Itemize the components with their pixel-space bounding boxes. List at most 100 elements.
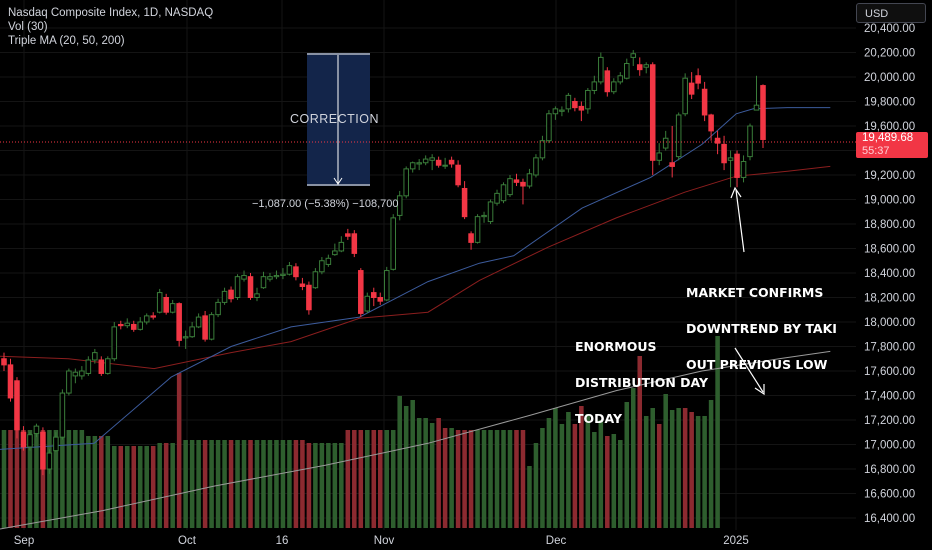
volume-bar: [300, 440, 305, 528]
volume-bar: [390, 430, 396, 528]
y-tick-label: 17,400.00: [864, 391, 915, 403]
volume-bar: [527, 466, 532, 528]
volume-bar: [663, 394, 668, 528]
candle-body: [312, 271, 319, 289]
volume-bar: [306, 443, 312, 528]
volume-bar: [326, 443, 331, 528]
legend-volume[interactable]: Vol (30): [8, 21, 48, 33]
candle-body: [98, 359, 105, 374]
volume-bar: [592, 432, 597, 528]
candle-body: [215, 301, 221, 316]
volume-bar: [183, 440, 188, 528]
candle-body: [688, 82, 695, 95]
volume-bar: [319, 443, 325, 528]
correction-label: CORRECTION: [290, 112, 380, 126]
candle-body: [481, 214, 487, 218]
candle-body: [636, 64, 643, 71]
candle-body: [124, 322, 131, 327]
volume-bar: [345, 430, 351, 528]
candle-body: [85, 359, 92, 374]
market-confirms-arrow-head: [730, 186, 742, 199]
candle-body: [675, 114, 682, 158]
y-tick-label: 18,800.00: [864, 219, 915, 231]
candle-body: [241, 274, 247, 280]
volume-bar: [150, 446, 156, 528]
candle-body: [306, 284, 312, 311]
candle-body: [533, 157, 539, 176]
volume-bar: [365, 430, 370, 528]
distribution-annotation: ENORMOUS DISTRIBUTION DAY TODAY: [575, 317, 708, 437]
legend-title: Nasdaq Composite Index, 1D, NASDAQ: [8, 7, 214, 19]
volume-bar: [8, 430, 13, 528]
volume-bar: [682, 408, 688, 528]
volume-bar: [261, 440, 266, 528]
x-tick-label: Nov: [374, 535, 395, 547]
y-tick-label: 17,000.00: [864, 440, 915, 452]
volume-bar: [442, 428, 448, 528]
volume-bar: [481, 430, 487, 528]
volume-bar: [514, 430, 519, 528]
candle-body: [72, 371, 79, 377]
volume-bar: [540, 428, 545, 528]
correction-stats: −1,087.00 (−5.38%) −108,700: [252, 198, 399, 210]
volume-bar: [637, 356, 643, 528]
volume-bar: [624, 402, 630, 528]
volume-bar: [157, 443, 162, 528]
candle-body: [578, 105, 585, 111]
candle-body: [156, 292, 163, 313]
distribution-arrow-head: [754, 384, 765, 396]
volume-bar: [423, 418, 428, 528]
candle-body: [448, 159, 455, 165]
candle-body: [708, 114, 714, 132]
candle-body: [753, 104, 760, 111]
volume-bar: [695, 416, 701, 528]
x-tick-label: 16: [276, 535, 289, 547]
volume-bar: [553, 408, 558, 528]
volume-bar: [572, 424, 578, 528]
volume-bar: [99, 436, 104, 528]
y-tick-label: 16,400.00: [864, 513, 915, 525]
candle-body: [377, 297, 384, 302]
y-tick-label: 16,600.00: [864, 489, 915, 501]
volume-bar: [533, 443, 539, 528]
candle-body: [461, 187, 468, 218]
y-tick-label: 19,800.00: [864, 97, 915, 109]
volume-bar: [429, 423, 435, 528]
market-confirms-line-2: DOWNTREND BY TAKI: [686, 321, 837, 336]
volume-bar: [676, 408, 681, 528]
candle-body: [105, 358, 111, 374]
market-confirms-line-3: OUT PREVIOUS LOW: [686, 357, 828, 372]
y-tick-label: 17,800.00: [864, 342, 915, 354]
candle-body: [656, 152, 662, 161]
candle-body: [526, 173, 533, 187]
candle-body: [701, 88, 708, 116]
ma20-line: [0, 107, 831, 450]
volume-bar: [215, 440, 221, 528]
volume-bar: [669, 410, 675, 528]
candle-body: [559, 109, 565, 112]
volume-bar: [313, 443, 318, 528]
candle-body: [169, 303, 176, 313]
ma50-line: [0, 165, 831, 370]
currency-button[interactable]: USD: [856, 3, 926, 23]
candle-body: [643, 64, 650, 68]
candle-body: [247, 276, 254, 298]
candle-body: [416, 162, 422, 165]
volume-bar: [254, 440, 260, 528]
y-tick-label: 18,000.00: [864, 317, 915, 329]
candle-body: [280, 273, 286, 276]
volume-bar: [27, 430, 33, 528]
candle-body: [760, 85, 766, 140]
volume-bar: [241, 440, 247, 528]
y-tick-label: 20,400.00: [864, 23, 915, 35]
candle-body: [27, 434, 33, 448]
volume-bar: [358, 430, 364, 528]
volume-bar: [105, 436, 111, 528]
volume-bar: [371, 430, 377, 528]
candle-body: [176, 303, 182, 341]
candle-body: [79, 370, 85, 377]
volume-bar: [520, 430, 526, 528]
volume-bar: [462, 430, 467, 528]
legend-ma[interactable]: Triple MA (20, 50, 200): [8, 35, 125, 47]
